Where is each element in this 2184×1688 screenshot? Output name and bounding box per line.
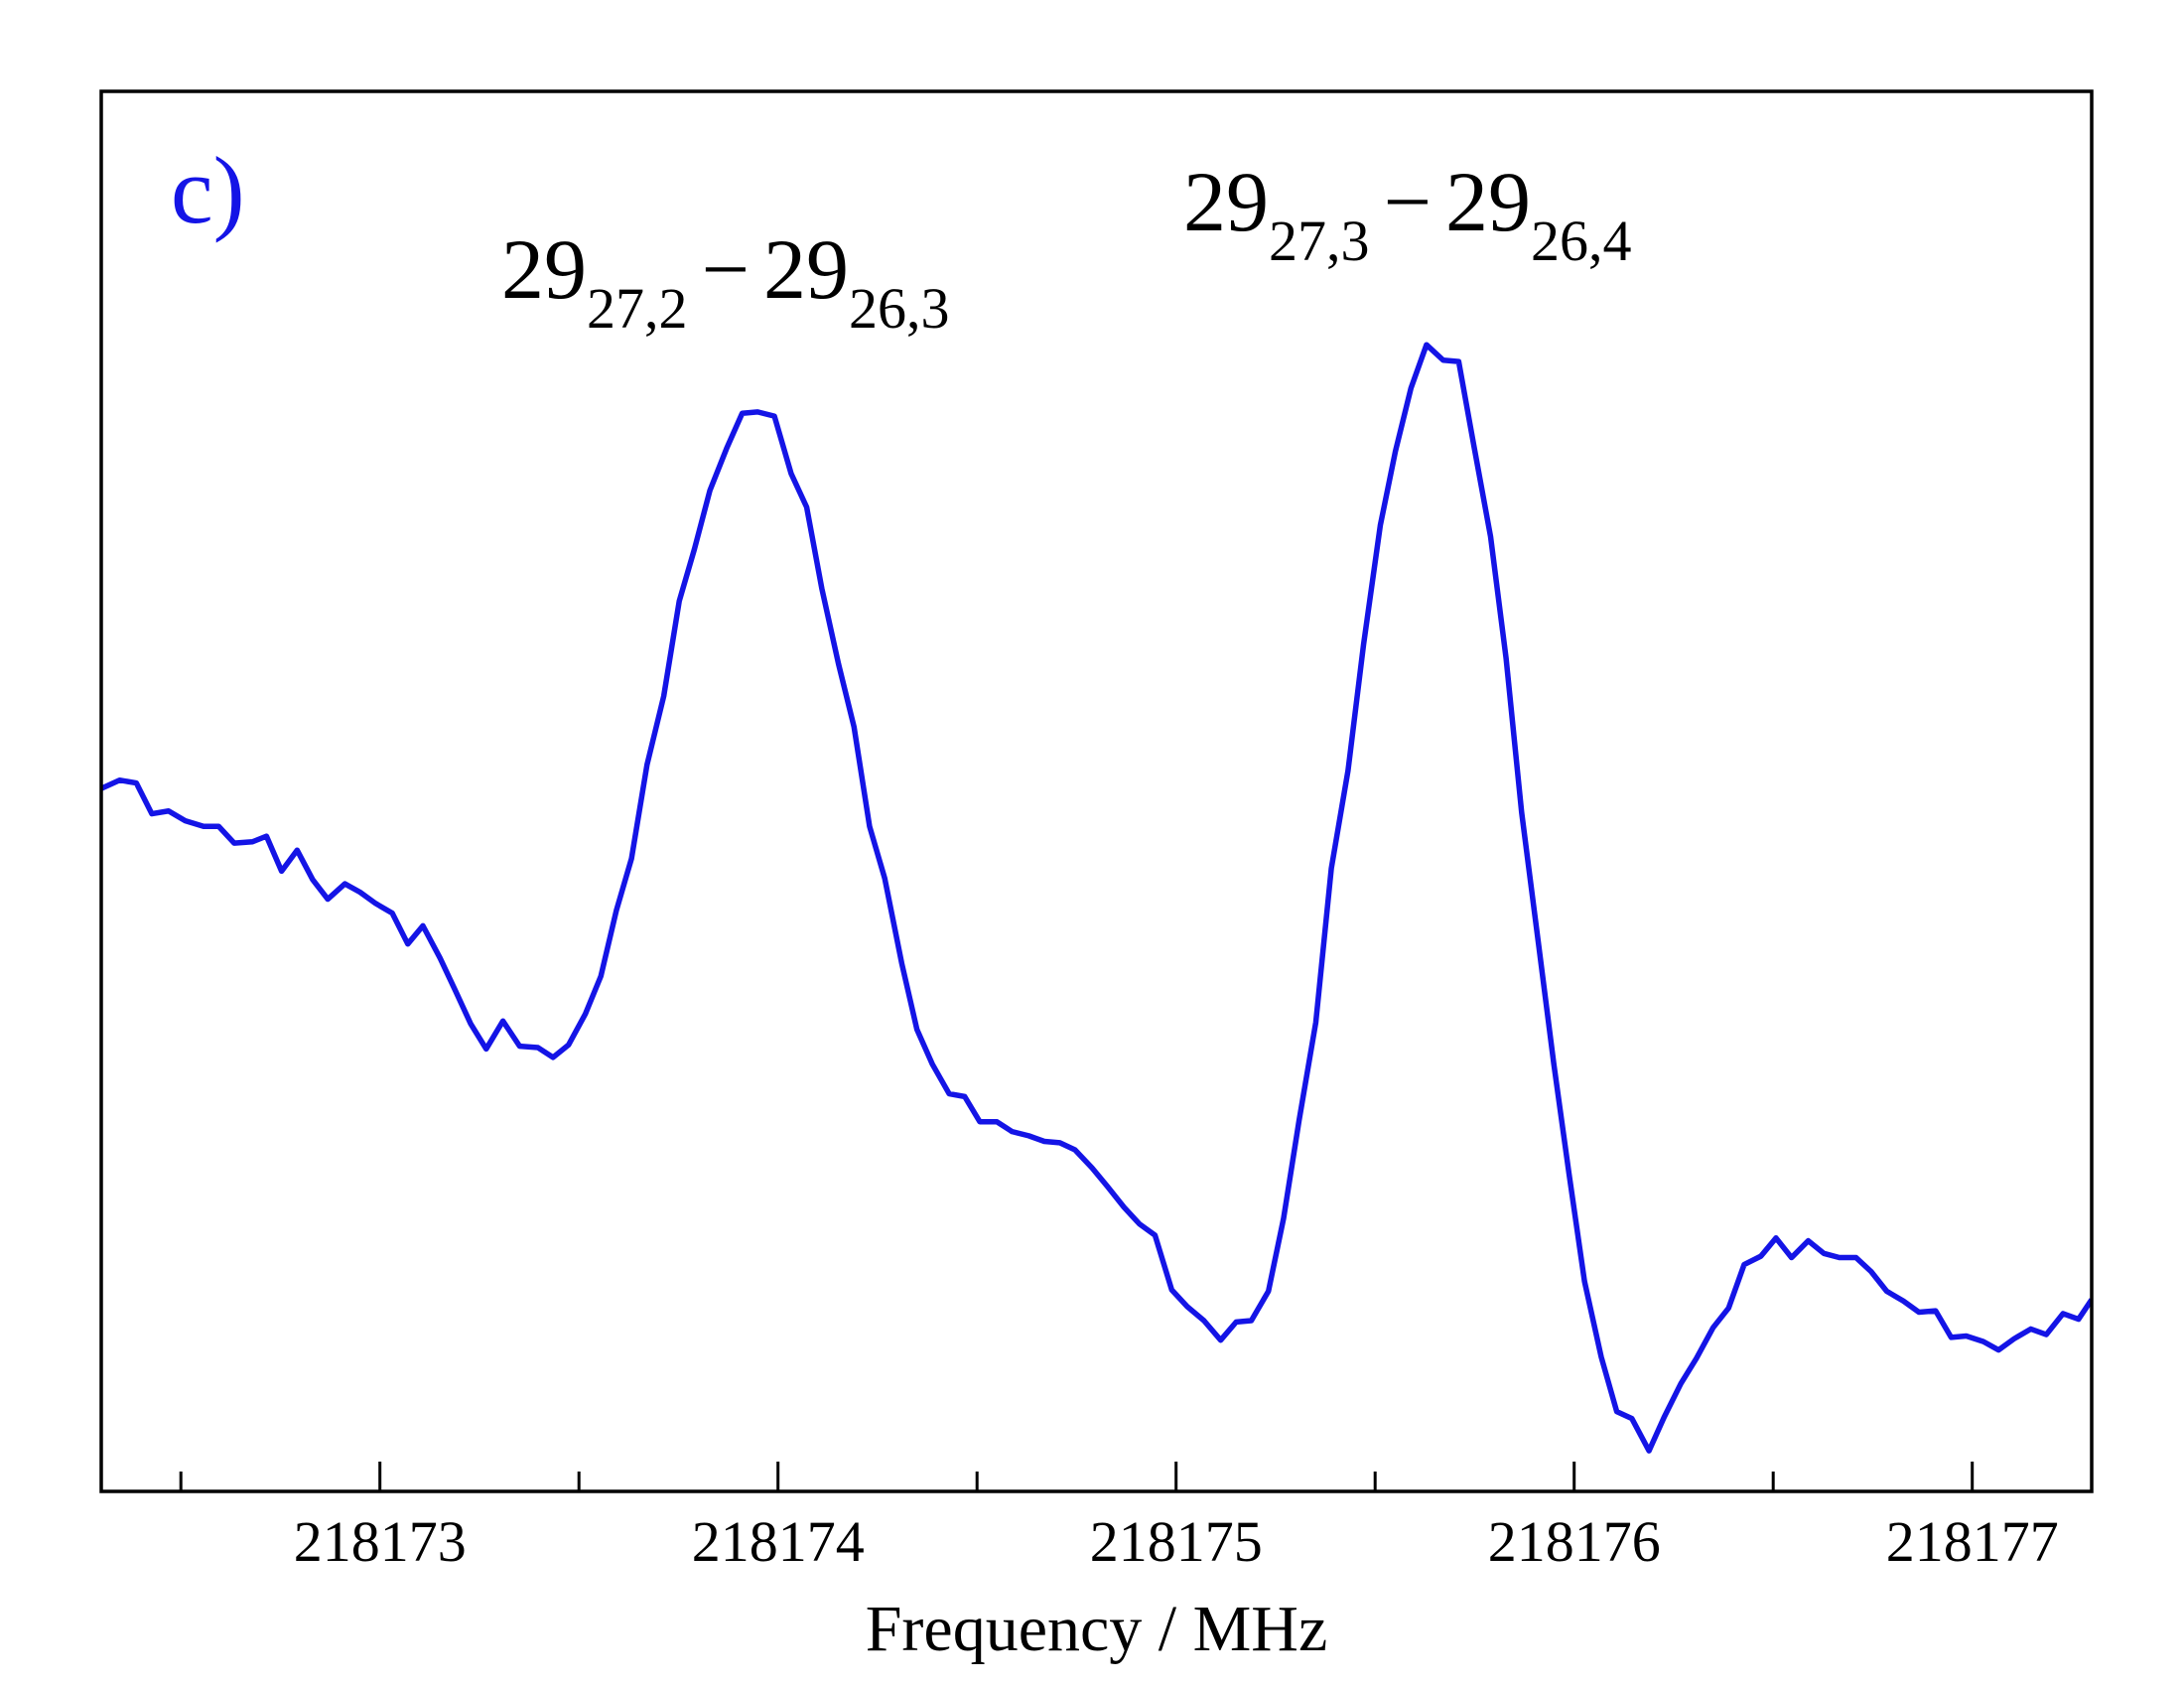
x-tick-label: 218174 [692,1509,865,1574]
separator: − [1384,154,1433,249]
quantum-number: 29 [1445,154,1531,249]
plot-frame [99,89,2094,1493]
spectrum-line [101,342,2092,1454]
x-tick-label: 218177 [1886,1509,2059,1574]
panel-label: c) [171,137,245,243]
peak-label: 2927,2−2926,3 [501,221,950,341]
quantum-subscript: 26,3 [849,276,950,341]
quantum-subscript: 27,3 [1269,209,1370,273]
quantum-subscript: 26,4 [1531,209,1632,273]
x-axis-label: Frequency / MHz [866,1593,1328,1665]
quantum-number: 29 [1183,154,1269,249]
x-tick-label: 218176 [1488,1509,1661,1574]
quantum-subscript: 27,2 [587,276,688,341]
separator: − [702,221,751,317]
quantum-number: 29 [763,221,849,317]
x-tick-label: 218175 [1090,1509,1263,1574]
quantum-number: 29 [501,221,587,317]
peak-label: 2927,3−2926,4 [1183,154,1632,273]
x-tick-label: 218173 [294,1509,467,1574]
